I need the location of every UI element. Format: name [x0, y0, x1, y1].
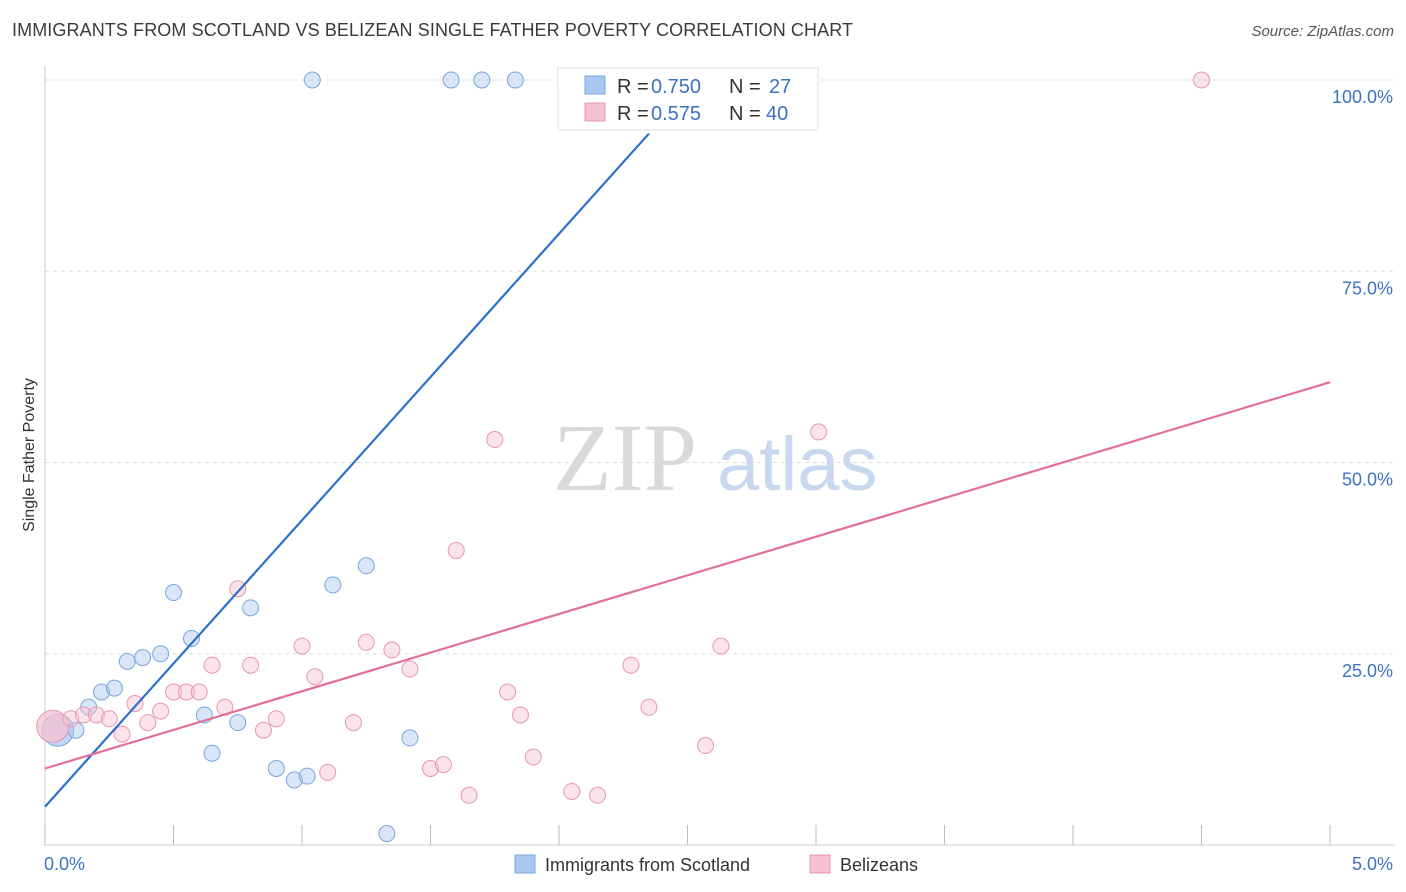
- y-tick-label: 25.0%: [1342, 661, 1393, 681]
- point-belizeans: [229, 580, 247, 598]
- point-belizeans: [293, 637, 311, 655]
- point-belizeans: [319, 763, 337, 781]
- point-belizeans: [447, 541, 465, 559]
- point-scotland: [165, 584, 182, 602]
- point-belizeans: [254, 721, 272, 739]
- legend-swatch-scotland: [584, 75, 606, 95]
- point-scotland: [134, 649, 152, 667]
- legend-r-value-belizeans: 0.575: [651, 103, 701, 125]
- point-belizeans: [190, 683, 208, 701]
- point-scotland: [229, 714, 247, 732]
- stats-legend: R = 0.750 N = 27 R = 0.575 N = 40: [557, 67, 819, 131]
- point-belizeans: [460, 786, 478, 804]
- point-scotland: [357, 557, 375, 575]
- point-scotland: [182, 629, 200, 647]
- point-belizeans: [203, 656, 221, 674]
- point-scotland: [105, 679, 123, 697]
- point-scotland: [378, 825, 396, 843]
- point-belizeans: [1193, 71, 1210, 89]
- y-axis-label: Single Father Poverty: [21, 378, 38, 532]
- point-belizeans: [126, 694, 144, 712]
- point-scotland: [401, 729, 419, 747]
- grid-lines: [45, 79, 1395, 655]
- bottom-legend-swatch-scotland: [514, 854, 536, 874]
- legend-n-value-scotland: 27: [769, 76, 791, 98]
- point-scotland: [118, 652, 136, 670]
- point-belizeans: [499, 683, 517, 701]
- point-scotland: [285, 771, 303, 789]
- point-scotland: [267, 760, 285, 777]
- point-scotland: [442, 71, 460, 89]
- bottom-legend-label-scotland: Immigrants from Scotland: [545, 855, 750, 875]
- point-belizeans: [422, 760, 439, 777]
- point-scotland: [303, 71, 321, 89]
- point-belizeans: [589, 786, 607, 804]
- legend-r-value-scotland: 0.750: [651, 76, 701, 98]
- point-belizeans: [696, 737, 714, 755]
- point-belizeans: [524, 748, 542, 766]
- point-belizeans: [177, 683, 195, 701]
- point-belizeans: [486, 431, 504, 449]
- data-points: [36, 71, 1210, 843]
- y-tick-label: 75.0%: [1342, 278, 1393, 298]
- legend-r-label-belizeans: R =: [617, 103, 649, 125]
- point-belizeans: [357, 633, 375, 651]
- y-tick-label: 100.0%: [1332, 87, 1393, 107]
- legend-swatch-belizeans: [584, 102, 606, 122]
- point-scotland: [473, 71, 491, 89]
- point-scotland: [203, 744, 221, 762]
- watermark-atlas: atlas: [717, 422, 878, 507]
- chart-source: Source: ZipAtlas.com: [1251, 23, 1394, 40]
- point-scotland: [152, 645, 170, 663]
- x-tick-label: 0.0%: [44, 854, 85, 874]
- point-belizeans: [306, 668, 324, 686]
- series-legend: Immigrants from Scotland Belizeans: [514, 854, 918, 875]
- trend-lines: [44, 132, 1331, 808]
- point-scotland: [242, 599, 260, 617]
- point-scotland: [324, 576, 342, 594]
- point-belizeans: [401, 660, 419, 678]
- point-belizeans: [100, 710, 118, 728]
- point-belizeans: [267, 710, 285, 728]
- point-belizeans: [383, 641, 401, 659]
- watermark: ZIP atlas: [553, 404, 878, 511]
- point-belizeans: [434, 756, 452, 774]
- bottom-legend-swatch-belizeans: [809, 854, 831, 874]
- point-belizeans: [712, 637, 730, 655]
- point-belizeans: [622, 656, 640, 674]
- bottom-legend-label-belizeans: Belizeans: [840, 855, 918, 875]
- legend-r-label-scotland: R =: [617, 76, 649, 98]
- legend-n-label-scotland: N =: [729, 76, 761, 98]
- point-belizeans: [113, 725, 131, 743]
- point-belizeans: [563, 782, 581, 800]
- point-belizeans: [62, 710, 80, 728]
- legend-n-label-belizeans: N =: [729, 103, 761, 125]
- point-belizeans: [511, 706, 529, 724]
- y-tick-label: 50.0%: [1342, 470, 1393, 490]
- point-belizeans: [640, 698, 658, 716]
- point-belizeans: [87, 706, 105, 724]
- x-tick-labels: 0.0% 5.0%: [44, 854, 1393, 874]
- point-belizeans: [810, 423, 828, 441]
- point-scotland: [506, 71, 524, 89]
- point-belizeans: [75, 706, 93, 724]
- trend-line-belizeans: [44, 381, 1331, 770]
- chart-title: IMMIGRANTS FROM SCOTLAND VS BELIZEAN SIN…: [12, 20, 854, 40]
- point-belizeans: [242, 656, 260, 674]
- trend-line-scotland: [44, 132, 650, 808]
- point-scotland: [93, 683, 111, 701]
- watermark-zip: ZIP: [553, 404, 697, 511]
- point-belizeans: [152, 702, 170, 720]
- point-belizeans: [344, 714, 362, 732]
- legend-n-value-belizeans: 40: [766, 103, 788, 125]
- x-tick-label: 5.0%: [1352, 854, 1393, 874]
- point-belizeans: [139, 714, 157, 732]
- y-tick-labels: 100.0% 75.0% 50.0% 25.0%: [1332, 87, 1393, 681]
- point-scotland: [298, 767, 316, 785]
- point-belizeans: [165, 683, 182, 701]
